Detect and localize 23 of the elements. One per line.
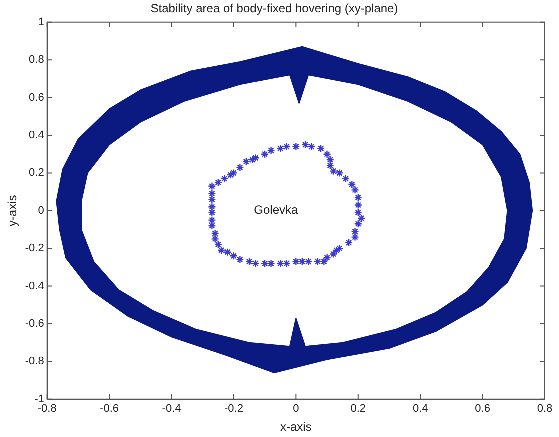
x-tick-label: 0.2 [350,403,366,416]
x-tick-label: 0.4 [412,403,428,416]
x-tick-label: 0.8 [537,403,553,416]
y-tick-label: -0.2 [25,242,44,255]
y-tick-label: -0.8 [25,356,44,368]
x-axis-title: x-axis [280,420,312,434]
x-tick-label: 0 [293,403,300,416]
y-tick-label: 0.8 [29,54,44,66]
annotation: Golevka [254,203,299,218]
x-tick-label: 0.6 [475,403,490,416]
chart-title: Stability area of body-fixed hovering (xy-plane) [150,2,398,16]
y-tick-label: -1 [34,393,44,406]
y-axis-title: y-axis [6,195,20,227]
x-tick-label: -0.4 [162,403,182,416]
y-tick-label: 0 [38,204,44,217]
y-tick-label: 0.6 [29,92,44,104]
y-tick-label: -0.6 [25,318,44,330]
y-tick-label: 1 [38,16,44,28]
x-tick-label: -0.2 [224,403,244,416]
y-tick-label: -0.4 [25,280,44,292]
x-tick-label: -0.6 [100,403,120,416]
y-tick-label: 0.4 [29,130,44,142]
y-tick-label: 0.2 [29,167,44,180]
